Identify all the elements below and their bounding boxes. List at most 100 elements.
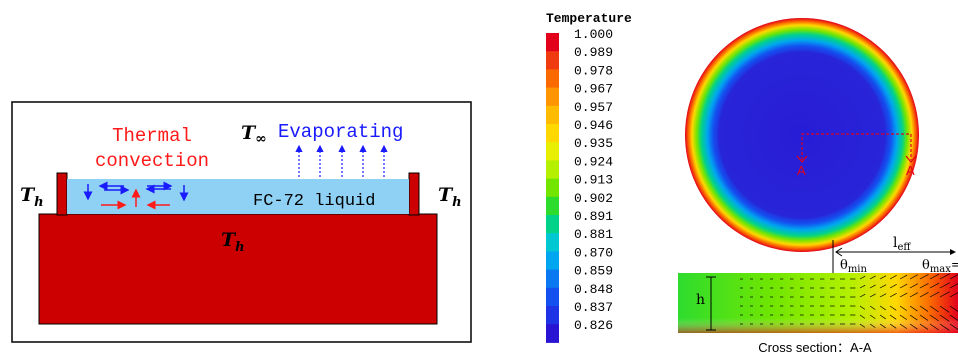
evaporation-arrows [295, 144, 388, 177]
legend-label: 0.848 [574, 282, 613, 297]
right-wall [408, 172, 420, 216]
legend-label: 0.881 [574, 227, 613, 242]
legend-swatch [546, 251, 559, 271]
marker-a-right: A [906, 163, 915, 178]
velocity-vector [859, 275, 866, 280]
th-left-label: Th [20, 184, 44, 210]
velocity-vector [919, 314, 929, 321]
velocity-vector [869, 314, 876, 319]
velocity-vector [949, 292, 958, 298]
th-right-label: Th [438, 184, 462, 210]
velocity-vector [919, 283, 929, 289]
velocity-vector [939, 305, 950, 313]
velocity-vector [899, 274, 908, 280]
velocity-vector [879, 293, 887, 298]
legend-label: 0.902 [574, 191, 613, 206]
velocity-vector [889, 314, 897, 320]
legend-label: 0.957 [574, 100, 613, 115]
th-center-label: Th [221, 229, 245, 255]
legend-swatch [546, 306, 559, 325]
velocity-vector [949, 283, 958, 289]
velocity-vector [889, 305, 897, 311]
legend-swatch [546, 142, 559, 161]
velocity-vector [869, 293, 876, 298]
legend-label: 0.837 [574, 300, 613, 315]
velocity-vector [899, 292, 908, 298]
velocity-vector [859, 314, 866, 319]
legend-swatch [546, 69, 559, 89]
velocity-vector [929, 323, 939, 331]
legend-swatch [546, 269, 559, 289]
velocity-vector [899, 323, 907, 329]
velocity-vector [889, 275, 897, 280]
section-line [801, 133, 912, 160]
legend-swatch [546, 33, 559, 52]
velocity-vector [909, 305, 918, 312]
velocity-vector [929, 305, 939, 313]
legend-swatches [546, 33, 559, 343]
legend-swatch [546, 324, 559, 343]
velocity-vector [859, 305, 866, 310]
legend-swatch [546, 287, 559, 307]
velocity-vector [879, 305, 886, 311]
legend-label: 0.946 [574, 118, 613, 133]
legend-swatch [546, 124, 559, 143]
legend-label: 0.935 [574, 136, 613, 151]
legend-label: 1.000 [574, 27, 613, 42]
legend-swatch [546, 51, 559, 70]
cross-section: h leff θmin θmax= Cross section：A-A [678, 235, 958, 355]
legend-labels: 1.000 0.989 0.978 0.967 0.957 0.946 0.935 0.924… [574, 27, 613, 333]
velocity-vector [949, 274, 958, 280]
velocity-vector [889, 293, 897, 298]
velocity-vector [919, 292, 929, 298]
legend-label: 0.859 [574, 264, 613, 279]
velocity-vector [949, 305, 958, 312]
velocity-vector [929, 291, 940, 298]
velocity-vector [919, 323, 929, 330]
velocity-vector [869, 284, 876, 289]
convection-arrows [83, 181, 189, 210]
legend-swatch [546, 87, 559, 107]
velocity-vector [859, 293, 866, 298]
legend-label: 0.870 [574, 245, 613, 260]
liquid-label: FC-72 liquid [253, 192, 375, 211]
velocity-vector [889, 284, 897, 289]
velocity-vector [939, 273, 950, 280]
velocity-vector [899, 314, 907, 320]
legend-label: 0.989 [574, 45, 613, 60]
legend-label: 0.826 [574, 318, 613, 333]
h-label: h [696, 292, 705, 308]
theta-max-label: θmax= [922, 258, 958, 275]
legend-swatch [546, 105, 559, 125]
velocity-vector [879, 314, 886, 320]
legend-label: 0.978 [574, 63, 613, 78]
heater-block [38, 213, 438, 325]
velocity-vector [909, 274, 918, 280]
temperature-legend: Temperature 1.000 0.989 0.978 0.967 0.957 0.9… [546, 11, 632, 343]
legend-swatch [546, 233, 559, 252]
evaporating-label: Evaporating [278, 121, 403, 143]
thermal-label-line2: convection [95, 150, 209, 172]
theta-min-label: θmin [840, 258, 868, 275]
thermal-label-line1: Thermal [112, 125, 192, 147]
velocity-vector [939, 282, 950, 289]
velocity-vector [919, 305, 929, 312]
legend-label: 0.891 [574, 209, 613, 224]
disc-contour: A A [685, 18, 919, 252]
velocity-vector [939, 323, 950, 331]
velocity-vector [949, 323, 958, 330]
legend-label: 0.924 [574, 154, 613, 169]
velocity-vector [869, 323, 876, 328]
marker-a-left: A [797, 163, 806, 178]
legend-swatch [546, 160, 559, 180]
velocity-vector [949, 314, 958, 321]
velocity-vector [939, 314, 950, 322]
t-infinity-label: T∞ [241, 122, 267, 147]
velocity-vector [879, 284, 887, 289]
velocity-vector [879, 275, 887, 280]
velocity-vector [929, 273, 940, 280]
legend-swatch [546, 178, 559, 198]
velocity-vector [869, 305, 876, 310]
velocity-vector [899, 305, 907, 311]
